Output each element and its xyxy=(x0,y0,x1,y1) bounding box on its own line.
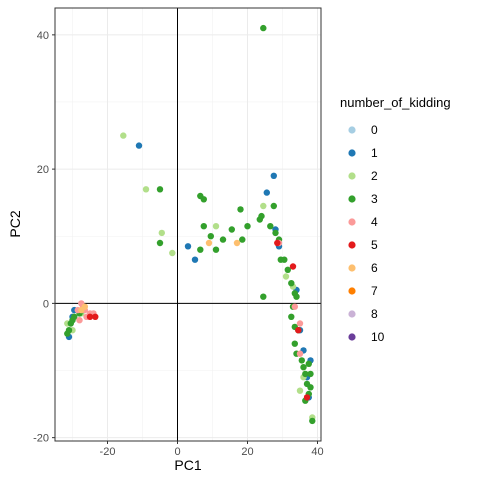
point-kidding-3 xyxy=(212,246,220,253)
point-kidding-2 xyxy=(142,186,150,193)
point-kidding-3 xyxy=(309,417,316,425)
x-axis-title: PC1 xyxy=(174,457,201,473)
point-kidding-4 xyxy=(291,303,298,310)
point-kidding-6 xyxy=(205,239,213,247)
point-kidding-2 xyxy=(169,249,176,257)
point-kidding-1 xyxy=(191,256,199,263)
legend-key-7 xyxy=(348,287,356,295)
x-tick-label: 20 xyxy=(241,446,253,458)
y-tick-label: 0 xyxy=(43,298,49,310)
legend-key-5 xyxy=(348,241,356,249)
point-kidding-3 xyxy=(244,223,251,230)
point-kidding-3 xyxy=(291,340,298,347)
y-tick-label: 40 xyxy=(37,30,49,42)
point-kidding-3 xyxy=(305,360,312,367)
legend-label-8: 8 xyxy=(371,307,378,321)
point-kidding-4 xyxy=(296,320,304,327)
legend-label-3: 3 xyxy=(371,192,378,206)
axes: -20 0 20 40 -20 0 20 40 xyxy=(33,30,324,458)
y-axis-title: PC2 xyxy=(7,210,23,237)
x-tick-label: 40 xyxy=(311,446,323,458)
point-kidding-5 xyxy=(289,263,297,270)
point-kidding-3 xyxy=(228,226,235,233)
point-kidding-3 xyxy=(277,256,284,263)
reference-lines xyxy=(55,8,321,441)
point-kidding-2 xyxy=(282,273,290,280)
point-kidding-3 xyxy=(239,236,246,243)
point-kidding-3 xyxy=(156,186,164,193)
legend-title: number_of_kidding xyxy=(340,95,451,110)
point-kidding-3 xyxy=(200,223,207,230)
y-tick-label: 20 xyxy=(37,164,49,176)
legend-key-2 xyxy=(348,172,356,180)
point-kidding-5 xyxy=(295,327,302,334)
panel-border xyxy=(54,7,322,442)
point-kidding-4 xyxy=(76,317,83,324)
point-kidding-5 xyxy=(92,313,99,320)
legend-label-2: 2 xyxy=(371,169,378,183)
legend-key-0 xyxy=(348,126,356,134)
point-kidding-3 xyxy=(156,239,164,247)
point-kidding-5 xyxy=(86,313,94,320)
point-kidding-3 xyxy=(200,196,207,203)
point-kidding-2 xyxy=(120,132,127,139)
legend-label-6: 6 xyxy=(371,261,378,275)
point-kidding-2 xyxy=(260,202,267,210)
point-kidding-3 xyxy=(237,206,244,213)
point-kidding-3 xyxy=(270,202,277,210)
point-kidding-3 xyxy=(307,370,314,378)
point-kidding-3 xyxy=(197,246,204,253)
legend: 0 1 2 3 4 5 6 7 8 10 xyxy=(348,123,385,344)
point-kidding-3 xyxy=(272,229,279,237)
point-kidding-1 xyxy=(184,243,192,250)
point-kidding-1 xyxy=(135,142,143,149)
point-kidding-3 xyxy=(293,293,300,300)
point-kidding-3 xyxy=(298,357,305,364)
legend-label-1: 1 xyxy=(371,146,378,160)
legend-key-4 xyxy=(348,218,356,226)
x-tick-label: 0 xyxy=(174,446,180,458)
data-points xyxy=(64,24,316,425)
y-tick-label: -20 xyxy=(33,433,49,445)
point-kidding-6 xyxy=(233,239,241,247)
point-kidding-2 xyxy=(296,387,304,394)
point-kidding-1 xyxy=(263,189,270,196)
legend-label-7: 7 xyxy=(371,284,378,298)
x-tick-label: -20 xyxy=(100,446,116,458)
panel-background xyxy=(55,8,321,441)
legend-key-6 xyxy=(348,264,356,272)
point-kidding-3 xyxy=(300,364,307,371)
point-kidding-3 xyxy=(207,233,214,240)
legend-label-0: 0 xyxy=(371,123,378,137)
point-kidding-6 xyxy=(78,306,85,314)
legend-label-4: 4 xyxy=(371,215,378,229)
point-kidding-3 xyxy=(260,24,267,32)
point-kidding-4 xyxy=(296,350,304,357)
point-kidding-5 xyxy=(303,394,311,401)
point-kidding-3 xyxy=(288,280,295,287)
legend-label-10: 10 xyxy=(371,330,385,344)
point-kidding-3 xyxy=(260,293,267,300)
legend-key-3 xyxy=(348,195,356,203)
point-kidding-3 xyxy=(284,266,291,273)
point-kidding-5 xyxy=(274,239,281,247)
point-kidding-3 xyxy=(307,384,314,391)
point-kidding-1 xyxy=(270,172,277,179)
point-kidding-3 xyxy=(302,370,309,378)
point-kidding-2 xyxy=(158,229,165,237)
point-kidding-3 xyxy=(288,313,295,320)
point-kidding-2 xyxy=(212,223,220,230)
point-kidding-3 xyxy=(258,212,265,220)
point-kidding-3 xyxy=(64,330,71,337)
point-kidding-3 xyxy=(71,313,78,320)
legend-key-8 xyxy=(348,310,356,318)
point-kidding-3 xyxy=(219,236,227,243)
legend-label-5: 5 xyxy=(371,238,378,252)
point-kidding-3 xyxy=(267,223,274,230)
legend-key-10 xyxy=(348,333,356,341)
legend-key-1 xyxy=(348,149,356,157)
